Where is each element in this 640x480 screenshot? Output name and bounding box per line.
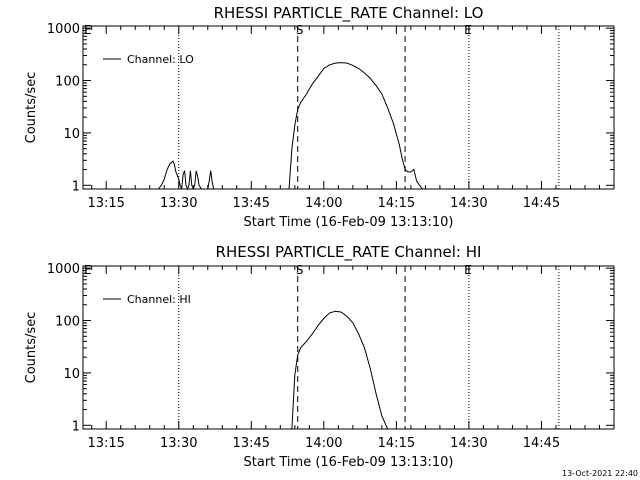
- plot-frame: [82, 265, 615, 430]
- x-tick-label: 14:15: [378, 436, 415, 451]
- timestamp-label: 13-Oct-2021 22:40: [562, 469, 638, 478]
- series-line: [83, 62, 614, 191]
- x-tick-label: 14:45: [523, 436, 560, 451]
- time-marker-label: E: [84, 263, 92, 277]
- x-tick-label: 14:00: [305, 436, 342, 451]
- x-tick-label: 13:30: [160, 196, 197, 211]
- y-tick-label: 1: [72, 419, 80, 434]
- y-tick-label: 10: [63, 127, 80, 142]
- x-tick-label: 14:30: [450, 196, 487, 211]
- y-axis-label: Counts/sec: [24, 72, 39, 144]
- y-tick-label: 1: [72, 179, 80, 194]
- x-tick-label: 14:00: [305, 196, 342, 211]
- y-tick-label: 10: [63, 367, 80, 382]
- time-marker-label: S: [296, 23, 304, 37]
- time-marker-label: E: [464, 23, 472, 37]
- x-axis-label: Start Time (16-Feb-09 13:13:10): [244, 455, 454, 470]
- y-tick-label: 1000: [47, 22, 80, 37]
- x-tick-label: 14:45: [523, 196, 560, 211]
- y-tick-label: 1000: [47, 262, 80, 277]
- time-marker-label: S: [296, 263, 304, 277]
- chart-panel-lo: RHESSI PARTICLE_RATE Channel: LO 13:15 13:…: [24, 4, 615, 230]
- x-tick-label: 13:15: [87, 196, 124, 211]
- time-marker-label: E: [84, 23, 92, 37]
- x-tick-label: 14:15: [378, 196, 415, 211]
- series-line: [83, 310, 614, 430]
- x-tick-label: 13:45: [233, 436, 270, 451]
- x-tick-label: 14:30: [450, 436, 487, 451]
- chart-panel-hi: RHESSI PARTICLE_RATE Channel: HI 13:15 13:…: [24, 243, 615, 470]
- x-tick-label: 13:30: [160, 436, 197, 451]
- legend-label: Channel: LO: [127, 53, 194, 66]
- legend-label: Channel: HI: [127, 293, 191, 306]
- plot-frame: [82, 25, 615, 190]
- x-tick-label: 13:15: [87, 436, 124, 451]
- x-tick-label: 13:45: [233, 196, 270, 211]
- time-marker-label: E: [464, 263, 472, 277]
- y-tick-label: 100: [55, 315, 80, 330]
- x-axis-label: Start Time (16-Feb-09 13:13:10): [244, 215, 454, 230]
- y-tick-label: 100: [55, 75, 80, 90]
- y-axis-label: Counts/sec: [24, 312, 39, 384]
- chart-title: RHESSI PARTICLE_RATE Channel: HI: [216, 243, 482, 262]
- chart-title: RHESSI PARTICLE_RATE Channel: LO: [214, 4, 484, 23]
